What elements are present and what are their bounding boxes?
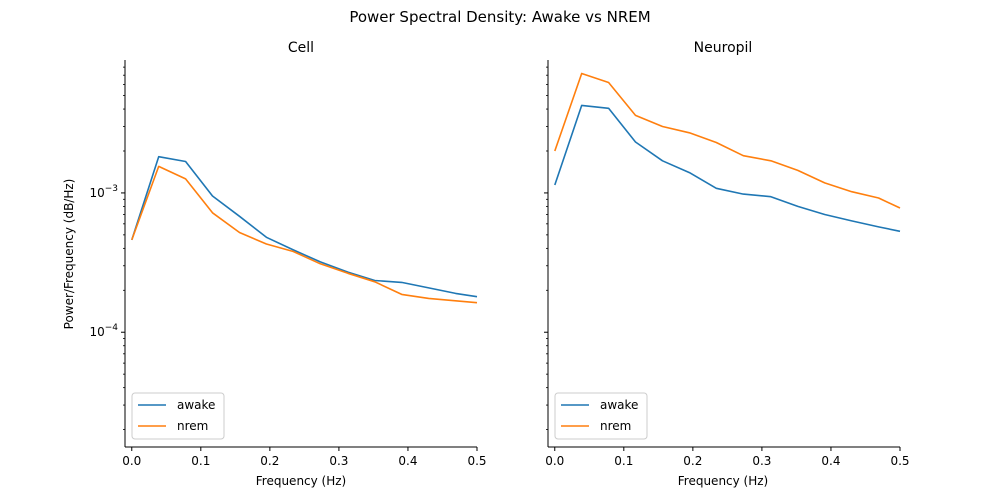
y-tick-label: 10−3: [89, 184, 118, 200]
figure-suptitle: Power Spectral Density: Awake vs NREM: [349, 8, 650, 26]
legend-label: nrem: [600, 419, 631, 433]
series-line-nrem: [554, 72, 901, 209]
legend-label: nrem: [177, 419, 208, 433]
panel-cell: Cell Frequency (Hz) 0.0 0.1 0.2 0.3 0.4 0.5 10…: [89, 40, 486, 488]
x-tick-label: 0.2: [260, 454, 279, 468]
panel-title: Neuropil: [694, 40, 753, 56]
x-axis-label: Frequency (Hz): [256, 474, 347, 488]
panel-neuropil: Neuropil Frequency (Hz) 0.0 0.1 0.2 0.3 0.4 0…: [544, 40, 910, 488]
x-tick-label: 0.0: [545, 454, 564, 468]
panel-title: Cell: [288, 40, 314, 56]
x-tick-label: 0.5: [467, 454, 486, 468]
legend-label: awake: [177, 398, 215, 412]
series-line-awake: [131, 155, 478, 298]
x-tick-label: 0.3: [752, 454, 771, 468]
x-tick-label: 0.4: [821, 454, 840, 468]
y-axis-label: Power/Frequency (dB/Hz): [62, 179, 76, 330]
y-tick-label: 10−4: [89, 323, 118, 339]
x-tick-label: 0.0: [122, 454, 141, 468]
x-tick-label: 0.1: [614, 454, 633, 468]
legend-label: awake: [600, 398, 638, 412]
series-line-nrem: [131, 165, 478, 304]
x-axis-label: Frequency (Hz): [678, 474, 769, 488]
x-tick-label: 0.4: [398, 454, 417, 468]
series-line-awake: [554, 104, 901, 233]
x-tick-label: 0.2: [683, 454, 702, 468]
x-tick-label: 0.3: [329, 454, 348, 468]
x-tick-label: 0.5: [890, 454, 909, 468]
x-tick-label: 0.1: [191, 454, 210, 468]
